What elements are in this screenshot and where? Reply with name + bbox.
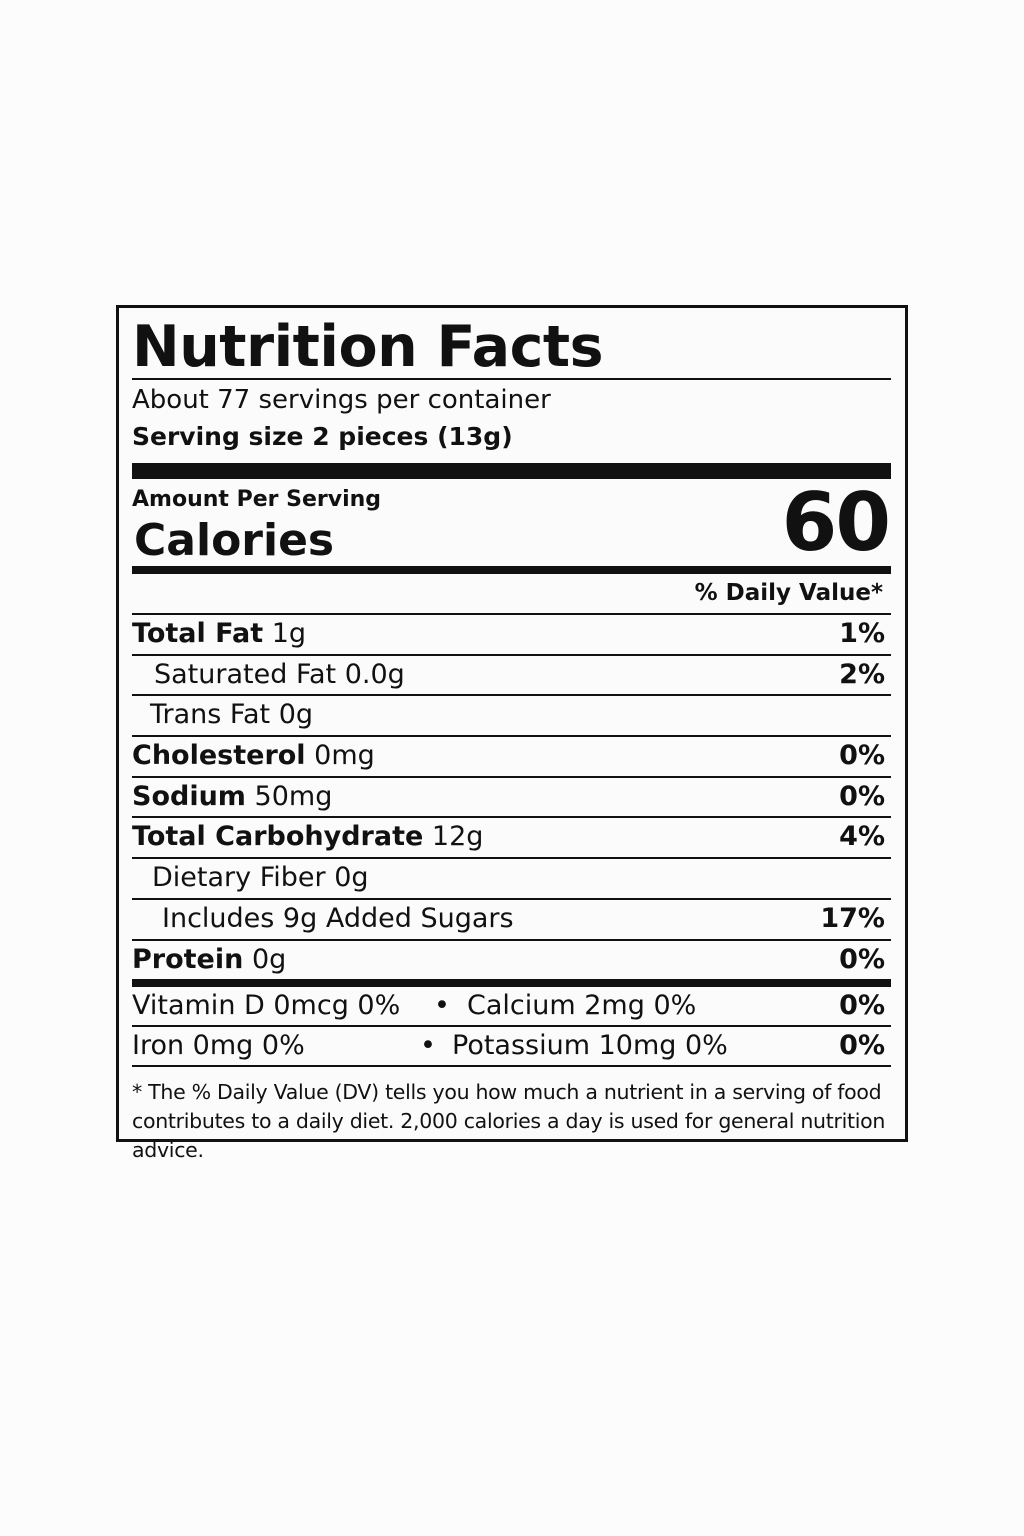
daily-value: 0%	[839, 943, 885, 975]
rule	[132, 1065, 891, 1068]
bullet: •	[420, 1030, 436, 1062]
nutrient-rows: Total Fat 1g 1% Saturated Fat 0.0g 2% Tran…	[132, 613, 891, 1068]
daily-value: 4%	[839, 821, 885, 853]
title: Nutrition Facts	[132, 314, 604, 380]
vitamin-right: Potassium 10mg 0%	[452, 1030, 728, 1062]
daily-value: 0%	[839, 780, 885, 812]
daily-value: 1%	[839, 618, 885, 649]
amount-per-serving: Amount Per Serving	[132, 487, 382, 512]
nutrient-amount: 50mg	[254, 780, 333, 812]
nutrient-row: Saturated Fat 0.0g 2%	[132, 653, 891, 695]
nutrient-row: Dietary Fiber 0g	[132, 857, 891, 898]
rule	[132, 378, 891, 380]
footnote: * The % Daily Value (DV) tells you how m…	[132, 1080, 886, 1162]
nutrient-row: Protein 0g 0%	[132, 938, 891, 980]
vitamin-left: Iron 0mg 0%	[132, 1030, 305, 1062]
nutrition-label: Nutrition Facts About 77 servings per co…	[116, 305, 908, 1162]
daily-value-header: % Daily Value*	[694, 580, 883, 606]
nutrient-amount: 12g	[431, 821, 484, 853]
servings: About 77 servings per container	[132, 385, 551, 415]
nutrient-name: Includes 9g Added Sugars	[162, 902, 514, 934]
calories-value: 60	[781, 476, 891, 569]
nutrient-name: Total Fat	[132, 618, 264, 649]
nutrient-name: Sodium	[132, 780, 246, 812]
nutrient-amount: 0g	[251, 943, 287, 975]
vitamin-right: Calcium 2mg 0%	[467, 990, 697, 1022]
nutrient-row: Includes 9g Added Sugars 17%	[132, 897, 891, 939]
daily-value: 2%	[839, 658, 885, 690]
daily-value: 0%	[839, 740, 885, 772]
vitamin-row: Vitamin D 0mcg 0% • Calcium 2mg 0% 0%	[132, 987, 891, 1025]
daily-value: 0%	[839, 990, 885, 1022]
vitamin-row: Iron 0mg 0% • Potassium 10mg 0% 0%	[132, 1027, 891, 1065]
nutrient-name: Cholesterol	[132, 740, 306, 772]
nutrient-amount: 1g	[271, 618, 307, 649]
thick-rule	[132, 979, 891, 988]
nutrient-name: Trans Fat 0g	[150, 699, 314, 731]
nutrient-name: Protein	[132, 943, 244, 975]
vitamin-left: Vitamin D 0mcg 0%	[132, 990, 401, 1022]
nutrient-row: Total Carbohydrate 12g 4%	[132, 816, 891, 857]
nutrient-amount: 0mg	[314, 740, 375, 772]
daily-value: 0%	[839, 1030, 885, 1062]
calories-label: Calories	[134, 515, 335, 566]
daily-value: 17%	[820, 902, 885, 934]
medium-rule	[132, 566, 891, 574]
nutrient-name: Saturated Fat 0.0g	[154, 658, 405, 690]
nutrient-name: Total Carbohydrate	[132, 821, 424, 853]
bullet: •	[434, 990, 450, 1022]
nutrient-row: Total Fat 1g 1%	[132, 613, 891, 654]
nutrient-row: Cholesterol 0mg 0%	[132, 735, 891, 776]
thick-rule	[132, 463, 891, 479]
nutrient-row: Sodium 50mg 0%	[132, 775, 891, 817]
rule	[132, 1025, 891, 1028]
nutrient-row: Trans Fat 0g	[132, 694, 891, 735]
serving-size: Serving size 2 pieces (13g)	[132, 422, 513, 451]
nutrient-name: Dietary Fiber 0g	[152, 862, 369, 894]
